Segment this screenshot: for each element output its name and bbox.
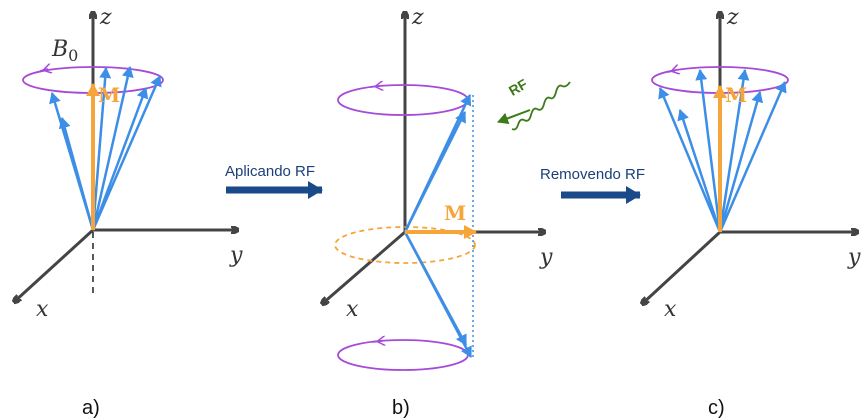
b-subscript: 0 <box>68 46 78 65</box>
panel-label: a) <box>82 397 100 419</box>
z-label: z <box>99 5 112 30</box>
m-label: M <box>444 201 466 225</box>
rotation-arrow <box>668 70 676 72</box>
panel-b: RF z M y x b) <box>322 5 570 419</box>
rf-label: RF <box>506 75 531 98</box>
x-label: x <box>36 297 49 322</box>
lower-ellipse <box>338 340 468 370</box>
spin <box>405 232 466 345</box>
rotation-arrow <box>370 86 380 87</box>
panel-c: z M y x c) <box>642 5 861 419</box>
panel-label: b) <box>392 397 410 419</box>
y-label: y <box>847 245 861 270</box>
m-label: M <box>98 83 120 107</box>
x-axis <box>642 232 720 304</box>
z-label: z <box>726 5 739 30</box>
x-axis <box>322 232 405 304</box>
rotation-arrow <box>372 341 382 342</box>
panel-a: z B0 M y x a) <box>14 5 243 419</box>
transition-label: Removendo RF <box>540 166 645 183</box>
z-label: z <box>411 5 424 30</box>
spin <box>720 92 760 232</box>
m-label: M <box>725 83 747 107</box>
panel-label: c) <box>708 397 725 419</box>
b-symbol: B <box>51 37 68 62</box>
diagram: z B0 M y x a) Aplicando RF RF z M y x b)… <box>0 0 862 419</box>
upper-ellipse <box>338 85 468 115</box>
x-label: x <box>664 297 677 322</box>
b0-label: B0 <box>51 37 78 65</box>
transition-label: Aplicando RF <box>225 163 315 180</box>
spin <box>680 110 720 232</box>
y-label: y <box>229 243 243 268</box>
y-label: y <box>539 245 553 270</box>
x-label: x <box>346 297 359 322</box>
spin <box>62 118 93 230</box>
x-axis <box>14 230 93 302</box>
